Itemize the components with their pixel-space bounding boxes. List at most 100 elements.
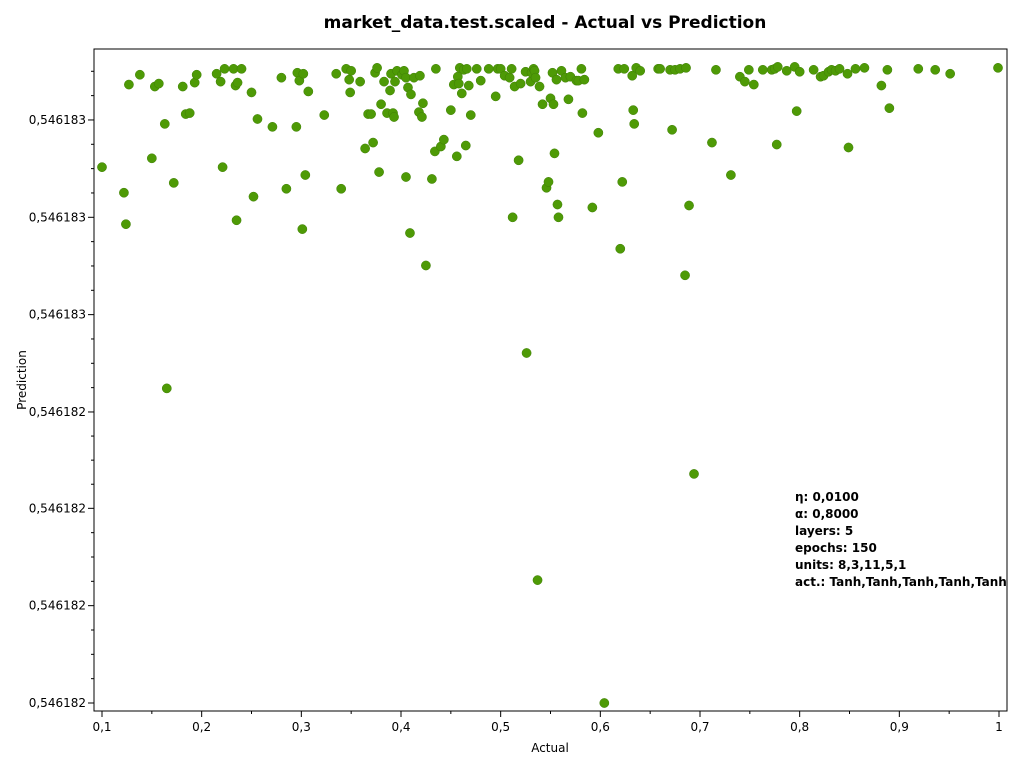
annotation-alpha: α: 0,8000 bbox=[795, 507, 859, 521]
scatter-point bbox=[794, 66, 805, 77]
scatter-point bbox=[385, 85, 395, 96]
scatter-point bbox=[379, 76, 389, 87]
plot-area-border bbox=[93, 48, 1008, 712]
scatter-point bbox=[231, 215, 242, 226]
scatter-point bbox=[483, 63, 494, 74]
scatter-point bbox=[587, 202, 598, 213]
scatter-point bbox=[336, 183, 347, 194]
scatter-point bbox=[159, 119, 170, 129]
scatter-point bbox=[530, 72, 541, 83]
annotation-eta: η: 0,0100 bbox=[795, 490, 859, 504]
scatter-point bbox=[465, 110, 476, 120]
x-tick-label: 0,1 bbox=[92, 720, 111, 734]
scatter-point bbox=[460, 140, 471, 151]
scatter-point bbox=[615, 243, 626, 254]
scatter-point bbox=[781, 65, 792, 76]
scatter-point bbox=[267, 121, 278, 132]
scatter-point bbox=[843, 142, 854, 153]
x-tick-label: 0,9 bbox=[890, 720, 909, 734]
scatter-point bbox=[146, 153, 157, 164]
scatter-point bbox=[842, 68, 853, 79]
scatter-point bbox=[549, 148, 560, 159]
scatter-point bbox=[415, 70, 425, 81]
scatter-point bbox=[563, 94, 574, 105]
scatter-point bbox=[507, 212, 518, 223]
scatter-point bbox=[577, 108, 588, 118]
scatter-point bbox=[748, 79, 759, 90]
scatter-point bbox=[372, 62, 382, 73]
scatter-point bbox=[418, 98, 428, 109]
scatter-point bbox=[740, 76, 750, 87]
y-tick-label: 0,546182 bbox=[29, 696, 86, 710]
scatter-point bbox=[461, 63, 472, 74]
scatter-point bbox=[246, 87, 257, 98]
scatter-point bbox=[576, 63, 587, 74]
model-parameters-annotation: η: 0,0100 α: 0,8000 layers: 5 epochs: 15… bbox=[795, 490, 1007, 589]
y-tick-label: 0,546182 bbox=[29, 501, 86, 515]
scatter-point bbox=[366, 109, 376, 119]
scatter-point bbox=[667, 124, 677, 135]
scatter-point bbox=[135, 69, 145, 80]
scatter-point bbox=[427, 174, 437, 184]
scatter-point bbox=[355, 76, 365, 87]
y-tick-label: 0,546183 bbox=[29, 210, 86, 224]
x-tick-label: 0,4 bbox=[391, 720, 410, 734]
scatter-point bbox=[599, 698, 610, 708]
y-tick-label: 0,546182 bbox=[29, 405, 86, 419]
y-axis-label: Prediction bbox=[15, 350, 29, 410]
scatter-point bbox=[808, 64, 819, 75]
scatter-point bbox=[405, 228, 415, 238]
scatter-point bbox=[551, 74, 562, 85]
scatter-point bbox=[300, 170, 311, 180]
scatter-point bbox=[513, 155, 524, 166]
scatter-point bbox=[406, 89, 416, 100]
scatter-point bbox=[463, 80, 474, 91]
scatter-point bbox=[297, 224, 308, 234]
y-tick-label: 0,546183 bbox=[29, 113, 86, 127]
scatter-point bbox=[345, 87, 356, 98]
scatter-point bbox=[913, 63, 924, 74]
chart-title: market_data.test.scaled - Actual vs Pred… bbox=[324, 13, 767, 33]
x-tick-label: 0,5 bbox=[491, 720, 510, 734]
scatter-point bbox=[303, 86, 314, 97]
scatter-point bbox=[681, 62, 691, 73]
scatter-point bbox=[617, 177, 628, 187]
scatter-point bbox=[707, 137, 717, 148]
scatter-point bbox=[684, 200, 694, 211]
scatter-point bbox=[376, 99, 386, 110]
scatter-point bbox=[153, 78, 164, 89]
scatter-point bbox=[390, 76, 400, 87]
scatter-point bbox=[711, 64, 721, 75]
annotation-layers: layers: 5 bbox=[795, 524, 853, 538]
scatter-point bbox=[121, 219, 131, 230]
scatter-point bbox=[876, 80, 887, 91]
scatter-point bbox=[291, 121, 302, 132]
scatter-point bbox=[859, 62, 870, 73]
data-points bbox=[97, 62, 1003, 708]
scatter-point bbox=[252, 114, 263, 124]
x-tick-label: 0,6 bbox=[591, 720, 610, 734]
x-tick-label: 0,3 bbox=[292, 720, 311, 734]
scatter-point bbox=[119, 187, 129, 198]
scatter-point bbox=[553, 212, 564, 223]
scatter-point bbox=[680, 270, 690, 281]
x-tick-label: 0,7 bbox=[690, 720, 709, 734]
scatter-point bbox=[191, 69, 202, 80]
scatter-point bbox=[791, 106, 802, 116]
scatter-point bbox=[629, 119, 640, 129]
scatter-point bbox=[344, 74, 355, 85]
scatter-point bbox=[401, 172, 411, 182]
annotation-units: units: 8,3,11,5,1 bbox=[795, 558, 906, 572]
scatter-point bbox=[360, 143, 370, 154]
scatter-point bbox=[543, 177, 554, 187]
scatter-point bbox=[548, 99, 559, 110]
scatter-point bbox=[374, 167, 384, 177]
scatter-point bbox=[417, 112, 427, 122]
scatter-point bbox=[532, 575, 543, 585]
y-tick-label: 0,546182 bbox=[29, 599, 86, 613]
scatter-point bbox=[421, 260, 431, 271]
scatter-point bbox=[771, 139, 782, 150]
scatter-point bbox=[184, 108, 195, 118]
